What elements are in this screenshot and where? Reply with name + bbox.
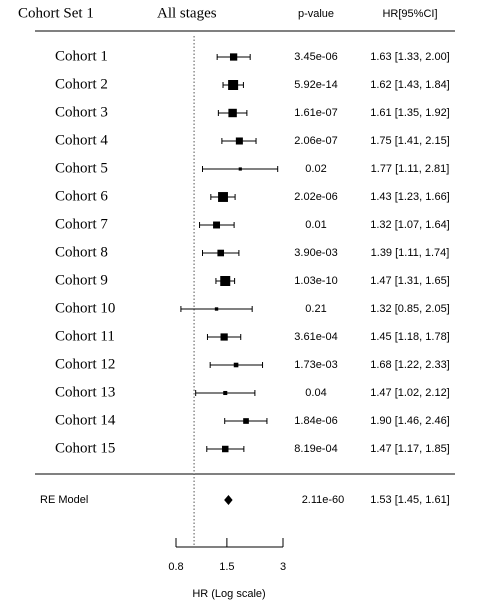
cohort-label: Cohort 3 bbox=[55, 104, 108, 120]
stage-header: All stages bbox=[157, 5, 217, 21]
hr-point bbox=[223, 390, 228, 396]
hr-label: 1.62 [1.43, 1.84] bbox=[370, 79, 450, 91]
hr-label: 1.32 [1.07, 1.64] bbox=[370, 219, 450, 231]
x-tick-label: 1.5 bbox=[219, 561, 234, 573]
p-value: 1.84e-06 bbox=[294, 415, 337, 427]
group-header: Cohort Set 1 bbox=[18, 5, 94, 21]
x-tick-label: 3 bbox=[280, 561, 286, 573]
hr-point bbox=[222, 445, 229, 453]
hr-label: 1.43 [1.23, 1.66] bbox=[370, 191, 450, 203]
cohort-label: Cohort 7 bbox=[55, 216, 108, 232]
hr-point bbox=[229, 53, 238, 61]
hr-label: 1.47 [1.17, 1.85] bbox=[370, 443, 450, 455]
p-value: 0.04 bbox=[305, 387, 326, 399]
cohort-label: Cohort 9 bbox=[55, 272, 108, 288]
cohort-label: Cohort 1 bbox=[55, 48, 108, 64]
hr-label: 1.61 [1.35, 1.92] bbox=[370, 107, 450, 119]
p-value: 3.61e-04 bbox=[294, 331, 337, 343]
cohort-label: Cohort 10 bbox=[55, 300, 115, 316]
p-value: 3.45e-06 bbox=[294, 51, 337, 63]
hr-point bbox=[220, 333, 228, 341]
cohort-label: Cohort 11 bbox=[55, 328, 115, 344]
p-value: 1.61e-07 bbox=[294, 107, 337, 119]
hr-point bbox=[213, 221, 221, 229]
hr-point bbox=[243, 418, 249, 424]
hr-label: 1.90 [1.46, 2.46] bbox=[370, 415, 450, 427]
x-tick-label: 0.8 bbox=[168, 561, 183, 573]
summary-hr: 1.53 [1.45, 1.61] bbox=[370, 494, 450, 506]
hr-point bbox=[238, 167, 242, 171]
summary-p: 2.11e-60 bbox=[302, 494, 345, 506]
hr-label: 1.63 [1.33, 2.00] bbox=[370, 51, 450, 63]
p-value: 5.92e-14 bbox=[294, 79, 337, 91]
cohort-label: Cohort 15 bbox=[55, 440, 115, 456]
hr-header: HR[95%CI] bbox=[382, 8, 437, 20]
hr-label: 1.68 [1.22, 2.33] bbox=[370, 359, 450, 371]
x-axis-label: HR (Log scale) bbox=[192, 588, 265, 600]
cohort-label: Cohort 14 bbox=[55, 412, 116, 428]
summary-diamond bbox=[224, 495, 233, 505]
p-value: 2.02e-06 bbox=[294, 191, 337, 203]
p-value: 0.02 bbox=[305, 163, 326, 175]
p-value: 1.73e-03 bbox=[294, 359, 337, 371]
hr-point bbox=[233, 362, 239, 368]
p-value: 2.06e-07 bbox=[294, 135, 337, 147]
cohort-label: Cohort 4 bbox=[55, 132, 108, 148]
p-value: 1.03e-10 bbox=[294, 275, 337, 287]
hr-label: 1.39 [1.11, 1.74] bbox=[371, 247, 450, 259]
p-value: 0.01 bbox=[305, 219, 326, 231]
cohort-label: Cohort 5 bbox=[55, 160, 108, 176]
cohort-label: Cohort 13 bbox=[55, 384, 115, 400]
hr-label: 1.32 [0.85, 2.05] bbox=[370, 303, 450, 315]
hr-point bbox=[235, 137, 243, 145]
hr-point bbox=[228, 80, 239, 90]
hr-point bbox=[218, 192, 228, 202]
cohort-label: Cohort 2 bbox=[55, 76, 108, 92]
hr-label: 1.75 [1.41, 2.15] bbox=[370, 135, 450, 147]
hr-point bbox=[228, 108, 237, 118]
hr-label: 1.77 [1.11, 2.81] bbox=[371, 163, 450, 175]
hr-point bbox=[214, 307, 219, 311]
p-value: 0.21 bbox=[305, 303, 326, 315]
p-value: 8.19e-04 bbox=[294, 443, 337, 455]
hr-point bbox=[220, 276, 231, 286]
cohort-label: Cohort 8 bbox=[55, 244, 108, 260]
p-header: p-value bbox=[298, 8, 334, 20]
hr-label: 1.45 [1.18, 1.78] bbox=[370, 331, 450, 343]
p-value: 3.90e-03 bbox=[294, 247, 337, 259]
hr-label: 1.47 [1.31, 1.65] bbox=[370, 275, 450, 287]
hr-label: 1.47 [1.02, 2.12] bbox=[370, 387, 450, 399]
cohort-label: Cohort 12 bbox=[55, 356, 115, 372]
hr-point bbox=[217, 249, 225, 257]
cohort-label: Cohort 6 bbox=[55, 188, 108, 204]
summary-label: RE Model bbox=[40, 494, 88, 506]
